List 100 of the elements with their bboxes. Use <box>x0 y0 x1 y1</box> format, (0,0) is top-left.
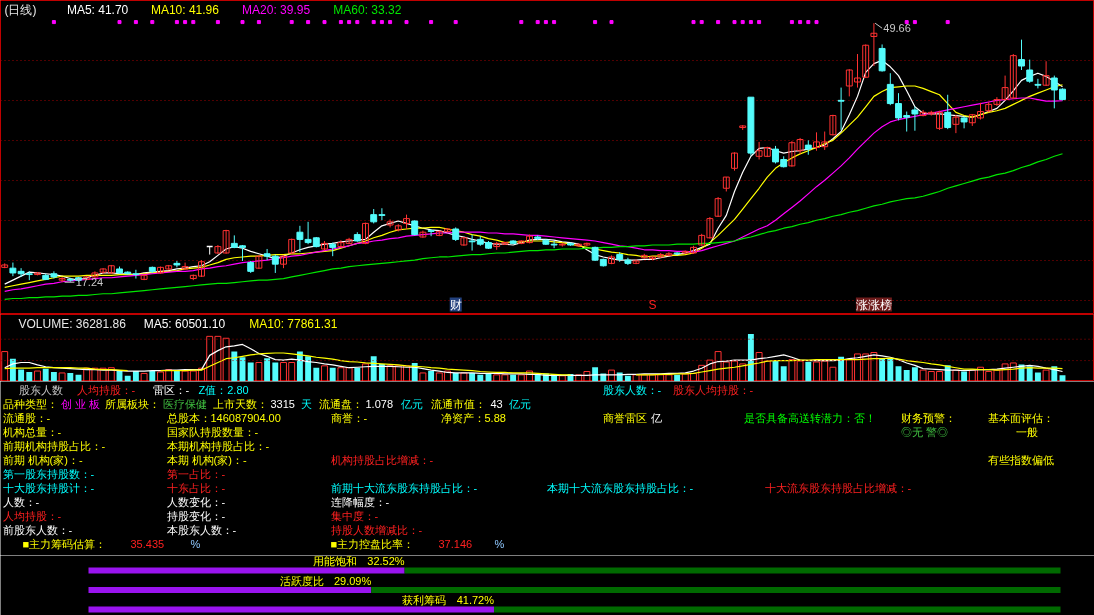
bar <box>371 587 1061 593</box>
candlestick <box>1018 39 1025 71</box>
candlestick <box>714 196 722 218</box>
data-label: 29.09% <box>333 574 372 587</box>
bar <box>173 371 180 381</box>
y-tick-label: 用能饱和 <box>312 555 357 567</box>
bar <box>18 369 25 381</box>
text: 37.146 <box>438 537 473 550</box>
candlestick <box>427 228 435 237</box>
series-label: MA5: 60501.10 <box>143 316 226 331</box>
data-label: 32.52% <box>367 555 405 567</box>
bar <box>534 374 541 381</box>
bar <box>494 606 1061 613</box>
text: % <box>190 537 201 550</box>
bar <box>428 371 435 381</box>
bar <box>624 375 631 381</box>
text: 人数变化：- <box>166 495 226 508</box>
bar <box>58 372 66 381</box>
text: 总股本：146087904.00 <box>165 411 281 424</box>
text: 前期 机构(家)：- <box>2 453 83 466</box>
bar <box>354 367 361 381</box>
text: 基本面评估： <box>987 411 1054 424</box>
text: 本股东人数：- <box>166 523 237 536</box>
text: 1.078 <box>365 397 394 410</box>
text: 雷区：- <box>152 383 190 396</box>
bar <box>247 362 254 381</box>
text: 人均持股：- <box>2 509 62 522</box>
annotation: 17.24 <box>75 276 104 289</box>
bar <box>321 365 328 381</box>
bar <box>419 372 427 381</box>
text: 上市天数： <box>212 397 268 410</box>
bar <box>952 369 960 381</box>
candlestick <box>419 230 427 239</box>
text: 财务预警： <box>900 411 956 424</box>
bar <box>747 333 754 381</box>
text: MA10: 41.96 <box>150 2 220 17</box>
chart-title: VOLUME: 36281.86 <box>18 316 127 331</box>
bar <box>42 368 49 381</box>
text: 十大流东股东持股占比增减：- <box>764 481 912 494</box>
text: ■主力控盘比率： <box>330 537 415 550</box>
text: 亿元 <box>399 397 423 410</box>
bar <box>477 374 484 381</box>
text: 持股人数增减比：- <box>330 523 423 536</box>
text: 35.435 <box>130 537 165 550</box>
bar <box>1034 372 1041 381</box>
text: 股东人数：- <box>602 383 662 396</box>
bar <box>510 374 517 381</box>
text: MA60: 33.32 <box>333 2 402 17</box>
candlestick <box>870 22 878 67</box>
bar <box>124 375 131 381</box>
text: 第一占比：- <box>166 467 226 480</box>
text: 连降幅度：- <box>330 495 390 508</box>
bar <box>780 366 787 381</box>
text: 集中度：- <box>330 509 379 522</box>
text: 有些指数偏低 <box>987 453 1054 466</box>
text: 十东占比：- <box>166 481 226 494</box>
bar <box>674 374 681 381</box>
text: 商誉：- <box>330 411 368 424</box>
bar <box>378 363 385 381</box>
text: % <box>494 537 505 550</box>
text: 本期十大流东股东持股占比：- <box>546 481 694 494</box>
text: 前期十大流东股东持股占比：- <box>330 481 478 494</box>
text: 本期 机构(家)：- <box>166 453 247 466</box>
bar <box>67 372 74 381</box>
candlestick <box>837 87 845 131</box>
text: 十大股东持股计：- <box>2 481 95 494</box>
bar <box>838 356 845 381</box>
bar <box>231 351 238 381</box>
bar <box>26 372 33 381</box>
candlestick <box>263 248 271 261</box>
bar <box>879 358 886 381</box>
candlestick <box>362 222 369 245</box>
bar <box>1042 369 1050 381</box>
text: 天 <box>300 397 312 410</box>
text: 流通市值： <box>430 397 486 410</box>
candlestick <box>271 254 279 274</box>
bar <box>50 372 57 381</box>
bar <box>460 372 468 381</box>
bar <box>362 363 369 381</box>
text: MA20: 39.95 <box>242 2 311 17</box>
annotation: 涨涨榜 <box>855 297 892 312</box>
bar <box>911 367 918 381</box>
data-label: 41.72% <box>456 594 495 606</box>
candlestick <box>878 43 886 73</box>
bar <box>1026 366 1033 381</box>
bar <box>272 362 279 381</box>
bar <box>329 367 336 381</box>
candlestick <box>1034 78 1042 89</box>
text: 商誉雷区 <box>602 411 647 424</box>
candlestick <box>181 262 189 271</box>
bar <box>88 606 495 613</box>
text: Z值：2.80 <box>198 383 249 396</box>
candlestick <box>829 114 837 137</box>
candlestick <box>944 94 952 130</box>
text: 品种类型： <box>2 397 58 410</box>
chart-title: (日线) <box>4 2 37 17</box>
text: 持股变化：- <box>166 509 226 522</box>
candlestick <box>460 236 468 247</box>
candlestick <box>960 115 968 129</box>
text: 人数：- <box>2 495 40 508</box>
